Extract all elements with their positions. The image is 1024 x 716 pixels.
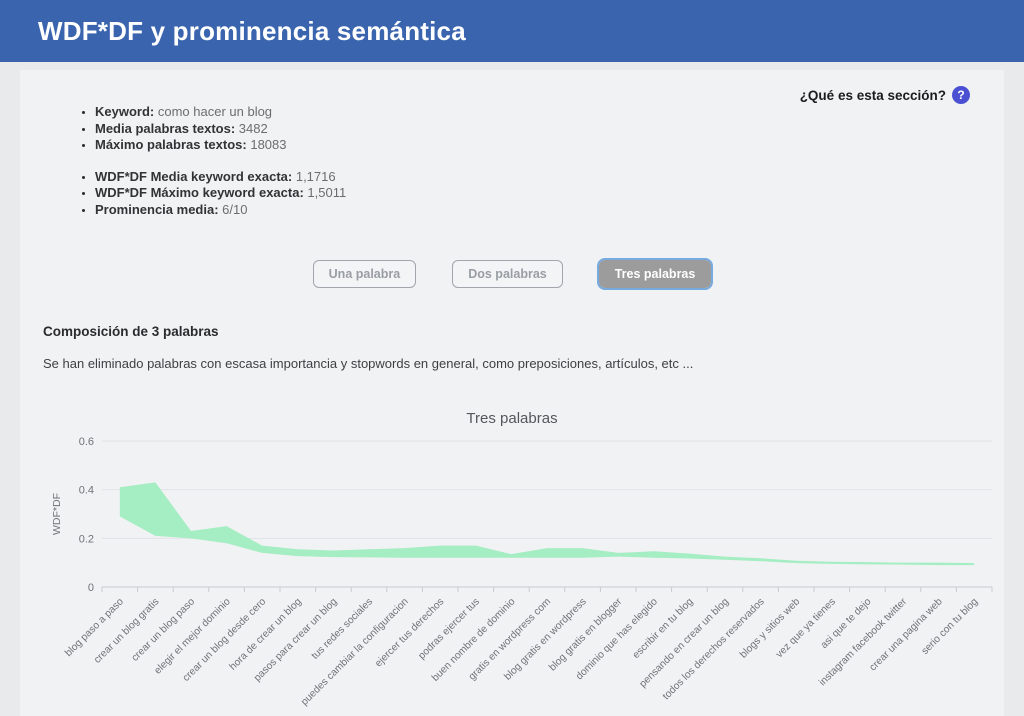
x-category-label: escribir en tu blog bbox=[631, 596, 696, 661]
help-link[interactable]: ¿Qué es esta sección? ? bbox=[800, 86, 970, 104]
page-header: WDF*DF y prominencia semántica bbox=[0, 0, 1024, 62]
question-mark-icon[interactable]: ? bbox=[952, 86, 970, 104]
y-tick-label: 0 bbox=[88, 582, 94, 594]
x-category-label: ejercer tus derechos bbox=[373, 596, 446, 669]
stats-list-primary: Keyword: como hacer un blog Media palabr… bbox=[20, 104, 1004, 154]
chart-title: Tres palabras bbox=[466, 410, 558, 427]
content-card: ¿Qué es esta sección? ? Keyword: como ha… bbox=[20, 70, 1004, 716]
tab-dos-palabras[interactable]: Dos palabras bbox=[452, 260, 563, 288]
y-tick-label: 0.6 bbox=[79, 436, 94, 448]
help-link-label[interactable]: ¿Qué es esta sección? bbox=[799, 87, 946, 103]
y-tick-label: 0.4 bbox=[79, 485, 94, 497]
x-category-label: crear un blog gratis bbox=[92, 596, 161, 665]
stat-maximo-palabras: Máximo palabras textos: 18083 bbox=[95, 137, 1004, 154]
x-category-label: blog paso a paso bbox=[63, 596, 126, 659]
tab-una-palabra[interactable]: Una palabra bbox=[312, 260, 417, 288]
section-description: Se han eliminado palabras con escasa imp… bbox=[43, 356, 694, 371]
section-heading: Composición de 3 palabras bbox=[43, 324, 219, 339]
stat-keyword: Keyword: como hacer un blog bbox=[95, 104, 1004, 121]
stats-list-secondary: WDF*DF Media keyword exacta: 1,1716 WDF*… bbox=[20, 169, 1004, 219]
chart-container: 0 0.2 0.4 0.6 WDF*DF blog paso a paso crear un… bbox=[44, 431, 1004, 716]
wdfdf-range-band bbox=[119, 482, 975, 566]
stat-wdfdf-maximo: WDF*DF Máximo keyword exacta: 1,5011 bbox=[95, 185, 1004, 202]
stat-media-palabras: Media palabras textos: 3482 bbox=[95, 121, 1004, 138]
y-axis-title: WDF*DF bbox=[51, 493, 63, 535]
tab-tres-palabras[interactable]: Tres palabras bbox=[596, 258, 714, 290]
y-tick-label: 0.2 bbox=[79, 533, 94, 545]
x-category-label: blogs y sitios web bbox=[738, 596, 802, 660]
x-category-label: podras ejercer tus bbox=[416, 596, 481, 661]
word-count-tabs: Una palabra Dos palabras Tres palabras bbox=[20, 258, 1004, 290]
stat-prominencia-media: Prominencia media: 6/10 bbox=[95, 202, 1004, 219]
page-title: WDF*DF y prominencia semántica bbox=[38, 15, 466, 46]
x-category-label: crear un blog paso bbox=[130, 596, 198, 664]
stat-wdfdf-media: WDF*DF Media keyword exacta: 1,1716 bbox=[95, 169, 1004, 186]
x-category-label: tus redes sociales bbox=[310, 596, 375, 661]
